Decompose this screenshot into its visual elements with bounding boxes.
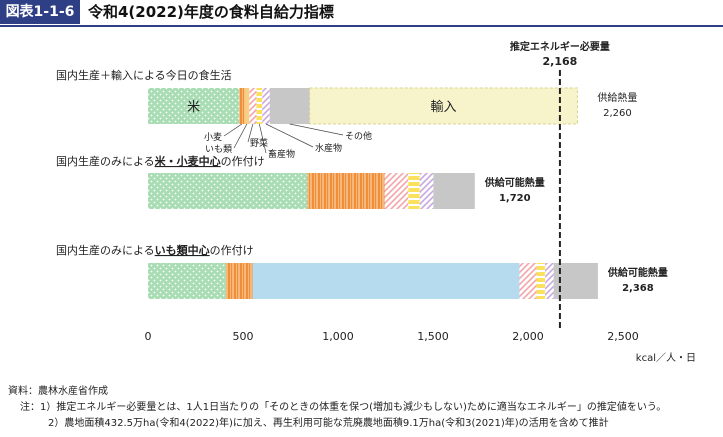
callout-label: その他 [345,130,372,142]
callout-line [233,123,248,149]
note-1: 注：1）推定エネルギー必要量とは、1人1日当たりの「そのときの体重を保つ(増加も… [20,402,667,413]
bar-segment [309,87,578,125]
bar-label-part: 国内生産のみによる [56,243,155,257]
x-tick-label: 0 [145,330,152,343]
bar-label-part: 国内生産のみによる [56,154,155,168]
callout-line [223,123,243,137]
figure-header: 図表1-1-6 令和4(2022)年度の食料自給力指標 [0,0,723,27]
calorie-chart: 0 500 1,000 1,500 2,000 2,500 kcal／人・日 国内生産＋輸入に… [56,40,696,364]
x-tick-label: 1,500 [417,330,449,343]
bar-segment [307,173,385,209]
bar-segment [239,88,245,124]
callout-label: 水産物 [315,142,342,154]
bar-segment [519,263,537,299]
callout-line [289,123,344,136]
x-tick-label: 500 [233,330,254,343]
bar-label-part: 米・小麦中心 [154,154,221,168]
bar-segment [536,263,546,299]
x-tick-label: 1,000 [322,330,354,343]
callout-line [247,123,254,143]
total-value: 2,260 [603,108,632,119]
header-rule [0,25,723,27]
bar-segment [256,88,263,124]
total-label: 供給可能熱量 [607,266,668,279]
bar-label-part: いも類中心 [155,243,210,257]
total-value: 2,368 [622,283,654,294]
reference-line-label: 推定エネルギー必要量 [510,40,610,53]
figure-label: 図表1-1-6 [0,0,80,24]
bar-segment [225,263,253,299]
axis-unit: kcal／人・日 [636,352,696,364]
bar-segment [252,263,520,299]
segment-label: 輸入 [431,100,457,115]
bar-segment [249,88,257,124]
bar-segment [262,88,270,124]
bar-segment [384,173,409,209]
total-label: 供給可能熱量 [484,176,545,189]
bar-label-part: の作付け [210,244,254,257]
callout-label: いも類 [205,144,232,155]
note-2: 2）農地面積432.5万ha(令和4(2022)年)に加え、再生利用可能な荒廃農… [48,418,609,429]
total-label: 供給熱量 [597,91,637,104]
callout-line [265,123,314,148]
bar-segment [553,263,598,299]
bar-label: 国内生産＋輸入による今日の食生活 [56,68,232,82]
callout-label: 畜産物 [268,148,295,160]
bar-segment [269,88,310,124]
callout-label: 野菜 [250,137,268,149]
x-tick-label: 2,500 [607,330,639,343]
callout-line [258,123,267,154]
segment-label: 米 [187,100,200,115]
bar-segment [545,263,554,299]
total-value: 1,720 [499,193,531,204]
bar-segment [148,88,240,124]
bar-label: 国内生産のみによるいも類中心の作付け [56,243,254,257]
reference-line-value: 2,168 [543,55,578,68]
bar-segment [408,173,420,209]
bar-segment [148,263,226,299]
figure-title: 令和4(2022)年度の食料自給力指標 [88,3,334,21]
bar-segment [148,173,308,209]
bar-segment [419,173,434,209]
bar-label-part: の作付け [221,155,265,168]
source-note: 資料：農林水産省作成 [8,386,108,397]
callout-label: 小麦 [204,131,222,143]
footer-notes: 資料：農林水産省作成 注：1）推定エネルギー必要量とは、1人1日当たりの「そのと… [0,384,723,432]
x-tick-label: 2,000 [512,330,544,343]
bar-segment [433,173,475,209]
bar-label: 国内生産のみによる米・小麦中心の作付け [56,154,265,168]
bar-segment [244,88,250,124]
